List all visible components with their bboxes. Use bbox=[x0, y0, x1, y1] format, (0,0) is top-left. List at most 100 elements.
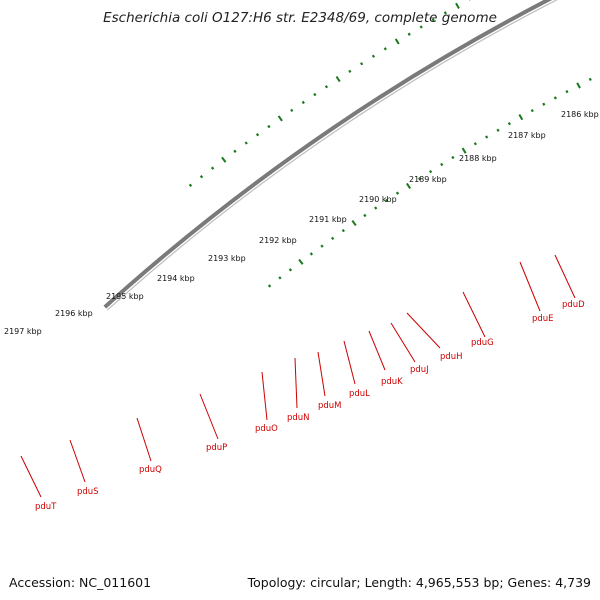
scale-tick bbox=[290, 108, 294, 113]
scale-tick bbox=[309, 252, 314, 256]
scale-tick bbox=[429, 169, 433, 174]
scale-tick bbox=[363, 213, 367, 218]
scale-tick bbox=[255, 133, 260, 137]
kbp-label: 2187 kbp bbox=[508, 131, 546, 140]
gene-label: pduO bbox=[255, 424, 278, 434]
kbp-label: 2197 kbp bbox=[4, 327, 42, 336]
kbp-label: 2190 kbp bbox=[359, 195, 397, 204]
gene-leader-line bbox=[390, 322, 416, 363]
gene-label: pduQ bbox=[139, 465, 162, 475]
scale-tick bbox=[210, 166, 215, 170]
gene-label: pduL bbox=[349, 389, 370, 399]
scale-tick bbox=[576, 82, 581, 89]
scale-tick bbox=[384, 198, 389, 203]
scale-tick bbox=[455, 2, 460, 9]
gene-leader-line bbox=[20, 455, 42, 498]
scale-tick bbox=[277, 115, 283, 122]
scale-tick bbox=[417, 177, 422, 181]
scale-tick bbox=[371, 54, 376, 58]
scale-tick bbox=[395, 191, 400, 195]
scale-tick bbox=[188, 183, 193, 187]
scale-tick bbox=[518, 114, 524, 121]
gene-leader-line bbox=[136, 417, 152, 462]
gene-label: pduK bbox=[381, 377, 403, 387]
gene-label: pduN bbox=[287, 413, 310, 423]
gene-leader-line bbox=[462, 291, 486, 338]
scale-tick bbox=[267, 284, 272, 288]
scale-tick bbox=[298, 258, 304, 265]
gene-label: pduH bbox=[440, 352, 463, 362]
gene-label: pduD bbox=[562, 300, 585, 310]
gene-leader-line bbox=[69, 439, 86, 483]
kbp-label: 2192 kbp bbox=[259, 236, 297, 245]
scale-tick bbox=[360, 62, 364, 66]
gene-leader-line bbox=[519, 261, 541, 312]
gene-leader-line bbox=[199, 393, 219, 440]
kbp-label: 2188 kbp bbox=[459, 154, 497, 163]
gene-label: pduG bbox=[471, 338, 494, 348]
kbp-labels: 2186 kbp 2187 kbp 2188 kbp 2189 kbp 2190 kbp… bbox=[4, 110, 599, 336]
scale-tick bbox=[199, 175, 204, 179]
gene-label: pduM bbox=[318, 401, 342, 411]
scale-tick bbox=[406, 182, 411, 189]
scale-tick bbox=[431, 18, 435, 22]
accession-text: Accession: NC_011601 bbox=[9, 575, 152, 590]
scale-tick bbox=[496, 128, 500, 132]
gene-labels: pduD pduE pduG pduH pduJ pduK pduL pduM pduN pduO… bbox=[20, 254, 585, 512]
gene-label: pduP bbox=[206, 443, 227, 453]
gene-label: pduT bbox=[35, 502, 57, 512]
kbp-label: 2193 kbp bbox=[208, 254, 246, 263]
gene-leader-line bbox=[261, 371, 268, 421]
kbp-label: 2186 kbp bbox=[561, 110, 599, 119]
gene-leader-line bbox=[317, 351, 326, 397]
kbp-label: 2191 kbp bbox=[309, 215, 347, 224]
scale-tick-dots bbox=[188, 0, 592, 288]
gene-leader-line bbox=[406, 312, 441, 349]
scale-tick bbox=[443, 11, 447, 15]
scale-tick bbox=[507, 122, 511, 126]
scale-tick bbox=[588, 77, 592, 81]
scale-tick bbox=[301, 100, 305, 105]
scale-tick bbox=[473, 142, 477, 146]
kbp-label: 2195 kbp bbox=[106, 292, 144, 301]
scale-tick bbox=[335, 75, 341, 83]
backbone-line bbox=[103, 0, 553, 309]
scale-tick bbox=[341, 228, 345, 233]
gene-label: pduE bbox=[532, 314, 554, 324]
kbp-label: 2194 kbp bbox=[157, 274, 195, 283]
scale-tick bbox=[383, 47, 387, 51]
scale-tick bbox=[320, 244, 324, 248]
gene-label: pduJ bbox=[410, 365, 429, 375]
gene-label: pduS bbox=[77, 487, 99, 497]
scale-tick bbox=[331, 236, 335, 241]
scale-tick bbox=[394, 38, 400, 45]
map-title: Escherichia coli O127:H6 str. E2348/69, … bbox=[103, 10, 497, 26]
scale-tick bbox=[233, 149, 237, 153]
scale-tick bbox=[221, 156, 227, 163]
scale-tick bbox=[313, 92, 317, 97]
scale-tick bbox=[440, 162, 444, 167]
scale-tick bbox=[374, 206, 378, 210]
genome-backbone bbox=[103, 0, 558, 311]
scale-tick bbox=[324, 85, 329, 89]
scale-tick bbox=[267, 124, 271, 129]
scale-tick bbox=[553, 96, 557, 100]
scale-tick bbox=[565, 90, 569, 94]
gene-leader-line bbox=[294, 357, 298, 409]
gene-leader-line bbox=[368, 330, 386, 371]
scale-tick bbox=[530, 109, 534, 113]
backbone-highlight bbox=[106, 0, 558, 311]
scale-tick bbox=[348, 69, 352, 73]
kbp-label: 2196 kbp bbox=[55, 309, 93, 318]
scale-tick bbox=[485, 135, 489, 139]
gene-leader-line bbox=[343, 340, 356, 385]
topology-text: Topology: circular; Length: 4,965,553 bp… bbox=[247, 575, 591, 590]
scale-tick bbox=[542, 102, 546, 106]
scale-tick bbox=[419, 25, 423, 29]
scale-tick bbox=[461, 147, 467, 154]
scale-tick bbox=[288, 268, 293, 272]
scale-tick bbox=[407, 32, 411, 36]
scale-tick bbox=[451, 155, 455, 160]
gene-leader-line bbox=[554, 254, 576, 299]
